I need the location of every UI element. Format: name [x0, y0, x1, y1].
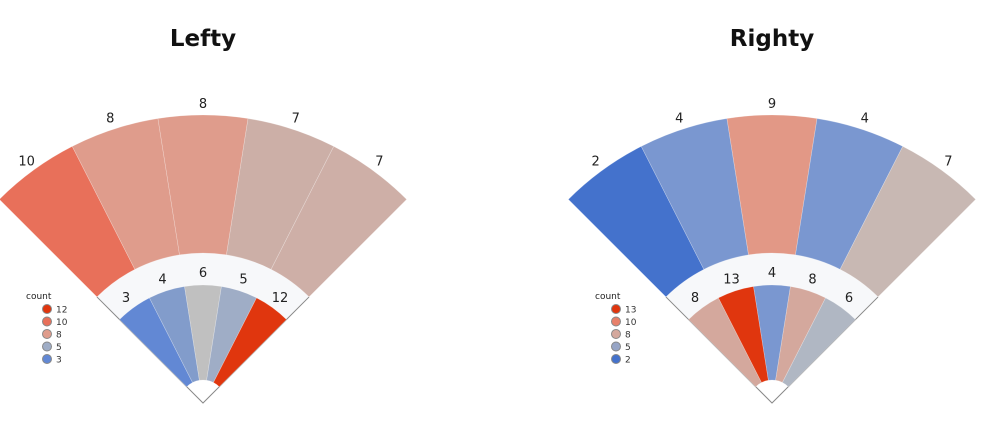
legend-swatch — [42, 329, 52, 339]
infield-count-label: 8 — [691, 291, 699, 306]
outfield-wedge — [157, 114, 249, 256]
chart-title: Righty — [730, 26, 814, 52]
outfield-count-label: 9 — [768, 97, 776, 112]
infield-count-label: 5 — [239, 272, 247, 287]
outfield-count-label: 10 — [18, 154, 35, 169]
legend-label: 5 — [625, 343, 631, 353]
outfield-wedge — [726, 114, 818, 256]
legend-label: 8 — [56, 331, 62, 341]
legend-label: 3 — [56, 356, 62, 366]
outfield-wedge — [270, 145, 408, 298]
outfield-count-label: 2 — [592, 154, 600, 169]
legend: count 12 10 8 5 3 — [26, 292, 68, 366]
legend-label: 13 — [625, 306, 636, 316]
outfield-count-label: 4 — [861, 112, 869, 127]
outfield-count-label: 8 — [199, 97, 207, 112]
outfield-count-label: 7 — [375, 154, 383, 169]
spray-chart-lefty: Lefty 10 8 8 7 7 3 4 6 5 12 count 12 10 8 5 3 — [0, 26, 408, 404]
infield-wedge — [688, 297, 762, 388]
infield-count-label: 12 — [272, 291, 289, 306]
outfield-wedge — [839, 145, 977, 298]
legend-swatch — [42, 304, 52, 314]
outfield-count-label: 8 — [106, 112, 114, 127]
infield-wedge — [184, 284, 222, 381]
legend-title: count — [26, 292, 52, 302]
legend-swatch — [42, 316, 52, 327]
infield-count-label: 6 — [845, 291, 853, 306]
legend-label: 10 — [56, 318, 68, 328]
legend-swatch — [611, 316, 621, 327]
legend-swatch — [611, 329, 621, 339]
infield-count-label: 4 — [768, 266, 776, 281]
infield-count-label: 8 — [808, 272, 816, 287]
infield-wedge — [782, 297, 856, 388]
legend-swatch — [42, 341, 52, 352]
infield-wedge — [119, 297, 193, 388]
legend-swatch — [42, 354, 52, 364]
legend-label: 10 — [625, 318, 637, 328]
spray-chart-righty: Righty 2 4 9 4 7 8 13 4 8 6 count 13 10 8 5 2 — [567, 26, 977, 404]
legend-swatch — [611, 304, 621, 314]
foul-lines — [665, 296, 879, 404]
legend-title: count — [595, 292, 621, 302]
outfield-count-label: 4 — [675, 112, 683, 127]
outfield-wedge — [795, 118, 904, 270]
infield-count-label: 13 — [723, 272, 740, 287]
legend-label: 8 — [625, 331, 631, 341]
chart-title: Lefty — [170, 26, 236, 52]
legend-swatch — [611, 354, 621, 364]
infield-count-label: 6 — [199, 266, 207, 281]
outfield-count-label: 7 — [292, 112, 300, 127]
infield-count-label: 4 — [158, 272, 166, 287]
legend-swatch — [611, 341, 621, 352]
legend-label: 5 — [56, 343, 62, 353]
outfield-wedge — [226, 118, 335, 270]
infield-count-label: 3 — [122, 291, 130, 306]
legend: count 13 10 8 5 2 — [595, 292, 637, 366]
legend-label: 12 — [56, 306, 67, 316]
outfield-wedge — [0, 145, 136, 298]
infield-wedge — [753, 284, 791, 381]
outfield-count-label: 7 — [944, 154, 952, 169]
legend-label: 2 — [625, 356, 631, 366]
infield-wedge — [213, 297, 287, 388]
